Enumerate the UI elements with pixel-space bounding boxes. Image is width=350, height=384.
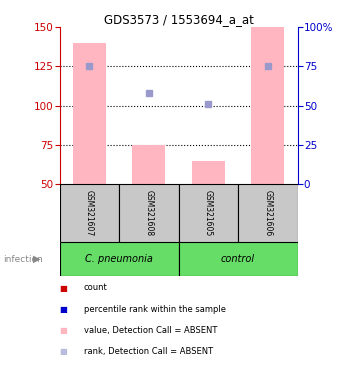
Bar: [73, 43, 106, 184]
Bar: [132, 145, 165, 184]
Text: value, Detection Call = ABSENT: value, Detection Call = ABSENT: [84, 326, 217, 335]
Text: C. pneumonia: C. pneumonia: [85, 254, 153, 264]
Text: ■: ■: [60, 347, 67, 356]
Bar: [178, 242, 298, 276]
Text: count: count: [84, 283, 108, 293]
Bar: [60, 242, 178, 276]
Bar: [238, 184, 298, 242]
Text: ■: ■: [60, 326, 67, 335]
Bar: [60, 184, 119, 242]
Bar: [178, 184, 238, 242]
Text: ■: ■: [60, 305, 67, 314]
Text: GSM321606: GSM321606: [263, 190, 272, 236]
Text: GSM321605: GSM321605: [204, 190, 213, 236]
Text: infection: infection: [4, 255, 43, 264]
Bar: [192, 161, 225, 184]
Text: GSM321608: GSM321608: [144, 190, 153, 236]
Title: GDS3573 / 1553694_a_at: GDS3573 / 1553694_a_at: [104, 13, 253, 26]
Text: GSM321607: GSM321607: [85, 190, 94, 236]
Text: control: control: [221, 254, 255, 264]
Bar: [251, 27, 284, 184]
Bar: [119, 184, 178, 242]
Text: percentile rank within the sample: percentile rank within the sample: [84, 305, 226, 314]
Text: ■: ■: [60, 283, 67, 293]
Text: rank, Detection Call = ABSENT: rank, Detection Call = ABSENT: [84, 347, 213, 356]
Text: ▶: ▶: [33, 254, 41, 264]
